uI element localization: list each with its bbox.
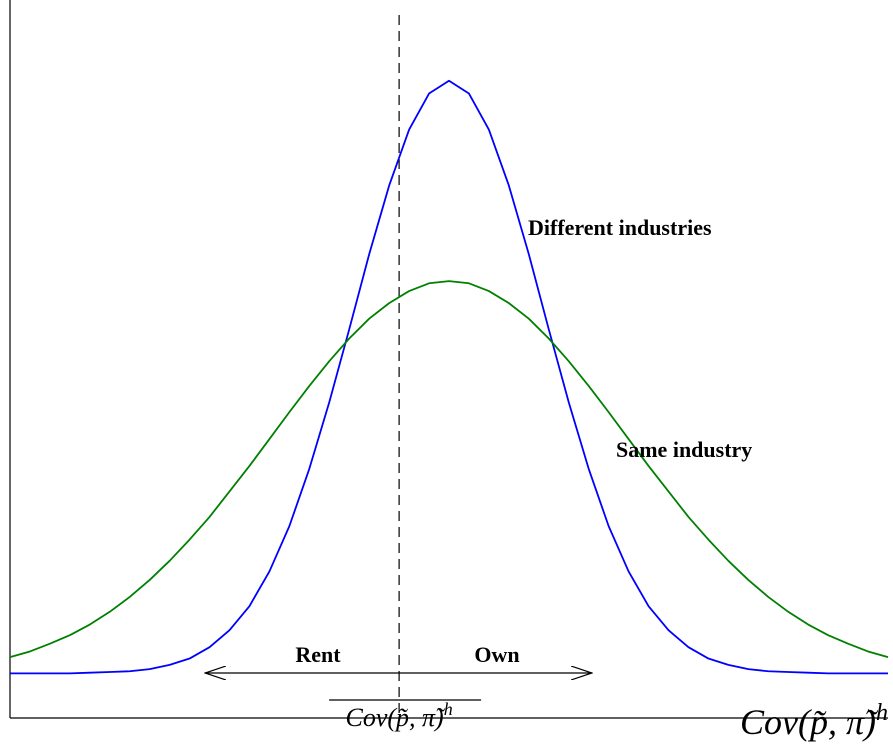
threshold-label: Cov(p̃, π̃)h <box>345 699 452 732</box>
annotation: Rent <box>295 642 341 667</box>
threshold-label-sup: h <box>444 699 453 719</box>
x-label-base: Cov(p̃, π̃) <box>740 702 879 742</box>
threshold-label-base: Cov(p̃, π̃) <box>345 703 446 732</box>
curve <box>9 280 889 658</box>
annotation: Own <box>474 642 519 667</box>
x-axis-label: Cov(p̃, π̃)h <box>740 700 888 743</box>
legend-label: Different industries <box>528 215 712 240</box>
curve <box>10 79 888 675</box>
legend-label: Same industry <box>616 437 752 462</box>
x-label-sup: h <box>876 700 888 726</box>
